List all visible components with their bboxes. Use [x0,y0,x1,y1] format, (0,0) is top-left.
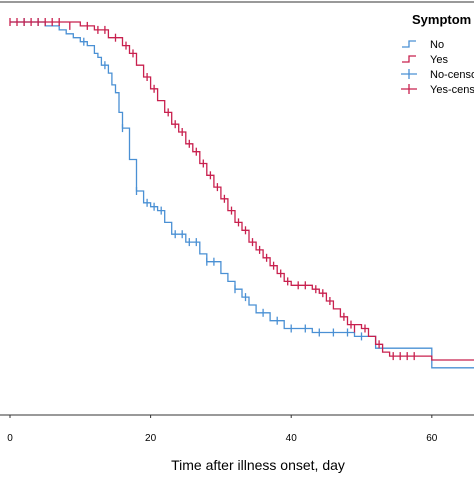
legend-item-no-censored: No-censored [401,69,474,81]
legend-item-yes-censored: Yes-censored [401,84,474,96]
legend-label: Yes-censored [430,84,474,96]
x-axis: 0 20 40 60 [7,415,438,444]
legend-label: No-censored [430,69,474,81]
x-tick-label-0: 0 [7,433,13,444]
x-tick-label-20: 20 [145,433,157,444]
series-yes-line [10,21,474,361]
legend-swatch-step [402,40,416,48]
legend-swatch-step [402,55,416,63]
legend-swatch-censor [401,84,417,94]
legend-label: No [430,39,444,51]
series-layer [9,18,474,369]
x-axis-label: Time after illness onset, day [171,457,345,473]
plot-area [0,1,474,416]
legend: Symptom No Yes No-censored Yes-censored [401,12,474,96]
legend-item-no: No [402,39,444,51]
legend-title: Symptom [412,12,471,27]
legend-label: Yes [430,54,448,66]
x-tick-label-60: 60 [426,433,438,444]
legend-item-yes: Yes [402,54,448,66]
x-tick-label-40: 40 [286,433,298,444]
legend-swatch-censor [401,69,417,79]
